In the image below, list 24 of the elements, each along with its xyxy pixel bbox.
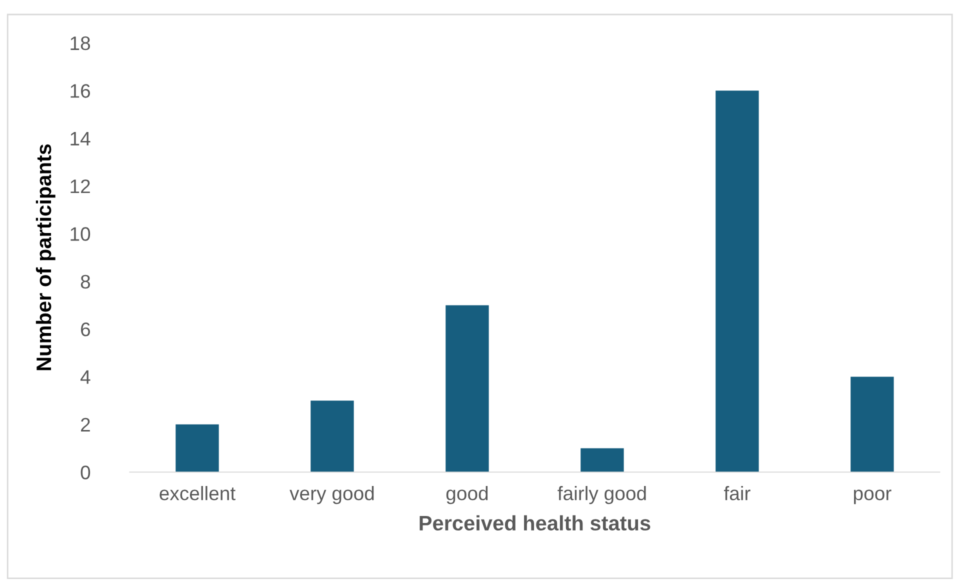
bar bbox=[310, 400, 354, 472]
x-tick-label: fair bbox=[724, 486, 750, 500]
y-tick-label: 6 bbox=[81, 322, 90, 336]
x-axis-title: Perceived health status bbox=[420, 515, 650, 531]
y-tick-label: 12 bbox=[70, 179, 90, 194]
x-tick-label: poor bbox=[854, 490, 892, 504]
y-axis-title: Number of participants bbox=[36, 144, 56, 370]
y-tick-label: 16 bbox=[70, 84, 90, 98]
bar bbox=[446, 305, 489, 472]
bar bbox=[176, 424, 219, 472]
x-tick-label: good bbox=[446, 486, 488, 504]
y-tick-label: 8 bbox=[80, 274, 90, 289]
x-tick-label: fairly good bbox=[558, 486, 646, 504]
bar bbox=[850, 376, 894, 472]
y-tick-label: 14 bbox=[70, 132, 90, 146]
y-tick-label: 4 bbox=[80, 370, 90, 384]
bar bbox=[580, 448, 624, 472]
x-tick-label: very good bbox=[290, 486, 374, 504]
y-tick-label: 2 bbox=[81, 418, 90, 432]
y-tick-label: 10 bbox=[70, 227, 90, 241]
x-tick-label: excellent bbox=[160, 486, 236, 500]
bar bbox=[716, 90, 759, 472]
y-tick-label: 0 bbox=[80, 466, 90, 480]
y-tick-label: 18 bbox=[70, 36, 90, 50]
